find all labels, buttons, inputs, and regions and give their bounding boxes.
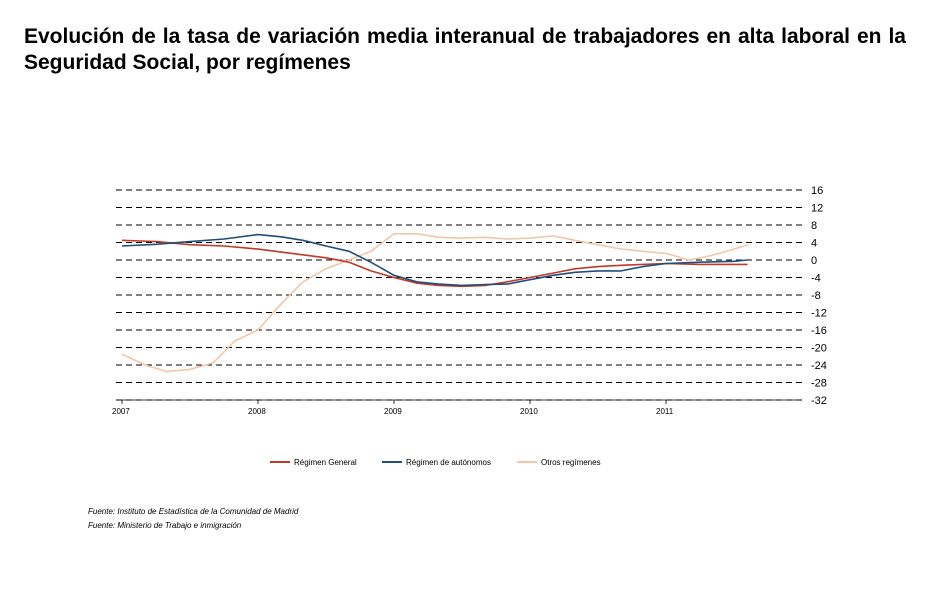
y-tick-label: -24 <box>811 360 827 372</box>
series-line-r-gimen-general <box>121 239 748 288</box>
legend-label: Otros regímenes <box>541 458 601 467</box>
legend: Régimen General Régimen de autónomos Otros… <box>270 458 601 467</box>
y-tick-label: -8 <box>811 290 821 302</box>
series-lines <box>121 233 748 373</box>
y-tick-label: -20 <box>811 343 827 355</box>
x-tick-label: 2008 <box>248 407 266 416</box>
series-line-otros-reg-menes <box>121 233 748 373</box>
y-tick-label: 16 <box>811 185 823 197</box>
chart-title: Evolución de la tasa de variación media … <box>24 25 906 74</box>
grid-lines <box>116 189 802 401</box>
y-tick-label: 12 <box>811 203 823 215</box>
x-tick-label: 2007 <box>112 407 130 416</box>
x-tick-label: 2009 <box>384 407 402 416</box>
y-tick-label: 8 <box>811 220 817 232</box>
x-tick-label: 2010 <box>520 407 538 416</box>
legend-label: Régimen General <box>294 458 357 467</box>
x-axis: 2007 2008 2009 2010 2011 <box>112 399 802 416</box>
series-line-r-gimen-de-aut-nomos <box>121 233 748 287</box>
x-tick-label: 2011 <box>656 407 674 416</box>
y-tick-label: -28 <box>811 378 827 390</box>
y-tick-label: -32 <box>811 395 827 407</box>
legend-label: Régimen de autónomos <box>406 458 491 467</box>
y-tick-label: -12 <box>811 308 827 320</box>
source-note-2: Fuente: Ministerio de Trabajo e inmigrac… <box>88 521 242 530</box>
y-axis-ticks: 16 12 8 4 0 -4 -8 -12 -16 -20 -24 -28 -32 <box>811 185 827 407</box>
source-note-1: Fuente: Instituto de Estadística de la C… <box>88 507 299 516</box>
y-tick-label: -4 <box>811 273 821 285</box>
y-tick-label: 4 <box>811 238 817 250</box>
y-tick-label: 0 <box>811 255 817 267</box>
y-tick-label: -16 <box>811 325 827 337</box>
